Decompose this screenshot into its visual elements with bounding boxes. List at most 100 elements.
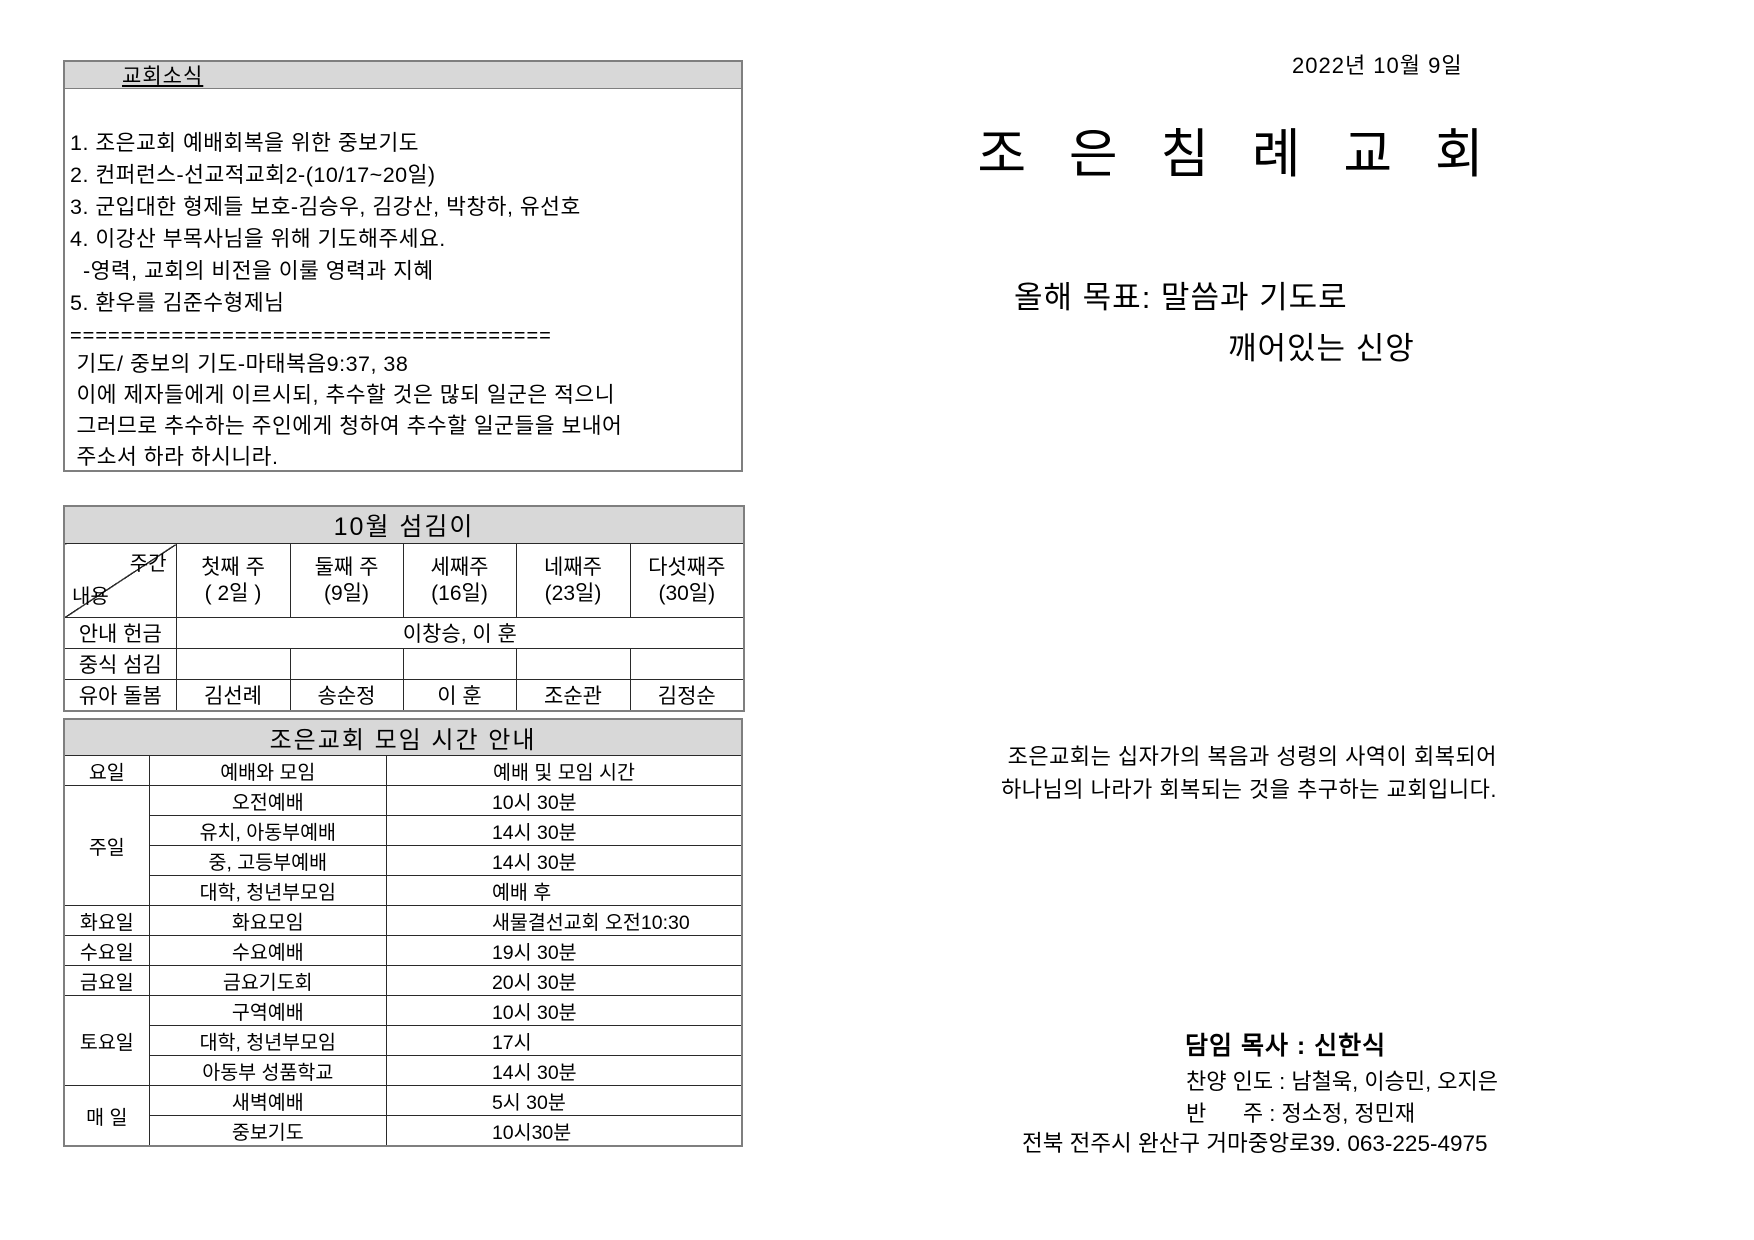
news-item: 1. 조은교회 예배회복을 위한 중보기도 (70, 131, 420, 155)
table-row: 토요일 구역예배 10시 30분 (63, 995, 743, 1086)
table-row: 대학, 청년부모임 예배 후 (64, 875, 743, 906)
week-header-name: 세째주 (430, 555, 489, 579)
prayer-line: 주소서 하라 하시니라. (70, 445, 279, 469)
news-item: 5. 환우를 김준수형제님 (70, 291, 285, 315)
prayer-line: 그러므로 추수하는 주인에게 청하여 추수할 일군들을 보내어 (70, 414, 623, 438)
table-row: 매 일 새벽예배 5시 30분 (63, 1085, 743, 1147)
table-row: 주일 오전예배 10시 30분 (63, 785, 743, 906)
meeting-cell: 대학, 청년부모임 (148, 1025, 387, 1056)
table-row: 안내 헌금 이창승, 이 훈 (63, 617, 745, 649)
mission-statement: 조은교회는 십자가의 복음과 성령의 사역이 회복되어 하나님의 나라가 회복되… (1001, 740, 1497, 806)
accompanists-line: 반 주 : 정소정, 정민재 (1186, 1101, 1416, 1126)
week-header-name: 네째주 (544, 555, 602, 579)
week-header-date: (23일) (544, 581, 602, 605)
week-header: 둘째 주 (9일) (289, 543, 404, 618)
meeting-cell: 새벽예배 (148, 1085, 387, 1116)
offering-servers: 이창승, 이 훈 (175, 617, 745, 649)
year-goal-line1: 올해 목표: 말씀과 기도로 (1014, 280, 1348, 315)
meeting-cell: 수요예배 (148, 935, 387, 966)
news-item: 3. 군입대한 형제들 보호-김승우, 김강산, 박창하, 유선호 (70, 195, 581, 219)
church-address: 전북 전주시 완산구 거마중앙로39. 063-225-4975 (1022, 1131, 1488, 1156)
meeting-cell: 대학, 청년부모임 (148, 875, 387, 906)
table-row: 유치, 아동부예배 14시 30분 (64, 815, 743, 846)
table-row: 중식 섬김 (63, 648, 745, 680)
time-cell: 17시 (385, 1025, 743, 1056)
meeting-cell: 금요기도회 (148, 965, 387, 996)
news-item: 2. 컨퍼런스-선교적교회2-(10/17~20일) (70, 163, 436, 187)
row-label: 안내 헌금 (63, 617, 177, 649)
time-cell: 14시 30분 (385, 1055, 743, 1086)
time-cell: 새물결선교회 오전10:30 (385, 905, 743, 936)
week-header-date: ( 2일 ) (204, 581, 262, 605)
separator-line: ====================================== (70, 325, 552, 347)
table-row: 금요일 금요기도회 20시 30분 (63, 965, 743, 996)
week-header: 다섯째주 (30일) (629, 543, 745, 618)
week-header-name: 첫째 주 (201, 555, 265, 579)
church-news-body: 1. 조은교회 예배회복을 위한 중보기도 2. 컨퍼런스-선교적교회2-(10… (65, 89, 741, 473)
week-header-name: 다섯째주 (648, 555, 726, 579)
meeting-cell: 구역예배 (148, 995, 387, 1026)
day-cell: 주일 (63, 785, 150, 906)
news-item: 4. 이강산 부목사님을 위해 기도해주세요. (70, 227, 446, 251)
cell (289, 648, 404, 680)
col-header-day: 요일 (63, 755, 150, 786)
senior-pastor-line: 담임 목사 : 신한식 (1185, 1032, 1387, 1060)
cell: 송순정 (289, 679, 404, 712)
table-row: 아동부 성품학교 14시 30분 (64, 1055, 743, 1086)
serving-table-title-row: 10월 섬김이 (63, 505, 745, 544)
prayer-line: 기도/ 중보의 기도-마태복음9:37, 38 (70, 352, 409, 376)
meeting-cell: 중보기도 (148, 1115, 387, 1147)
cell: 김선례 (175, 679, 291, 712)
cell (402, 648, 517, 680)
table-row: 수요일 수요예배 19시 30분 (63, 935, 743, 966)
church-news-titlebar: 교회소식 (65, 62, 741, 89)
col-header-time: 예배 및 모임 시간 (385, 755, 743, 786)
day-cell: 화요일 (63, 905, 150, 936)
day-cell: 수요일 (63, 935, 150, 966)
serving-table-header-row: 주간 내용 첫째 주 ( 2일 ) 둘째 주 (9일) 세째주 (16일) 네째… (63, 543, 745, 618)
prayer-line: 이에 제자들에게 이르시되, 추수할 것은 많되 일군은 적으니 (70, 383, 615, 407)
cell (175, 648, 291, 680)
meeting-table-title: 조은교회 모임 시간 안내 (63, 718, 743, 756)
diagonal-corner-cell: 주간 내용 (63, 543, 177, 618)
serving-table: 10월 섬김이 주간 내용 첫째 주 ( 2일 ) 둘째 주 (9일) 세째주 … (63, 505, 746, 712)
meeting-cell: 오전예배 (148, 785, 387, 816)
church-news-title: 교회소식 (122, 65, 204, 88)
day-cell: 매 일 (63, 1085, 150, 1147)
cell: 조순관 (515, 679, 631, 712)
praise-leaders-line: 찬양 인도 : 남철욱, 이승민, 오지은 (1186, 1069, 1499, 1094)
meeting-cell: 아동부 성품학교 (148, 1055, 387, 1086)
week-header-date: (9일) (324, 581, 369, 605)
mission-line: 조은교회는 십자가의 복음과 성령의 사역이 회복되어 (1001, 744, 1497, 769)
church-news-box: 교회소식 1. 조은교회 예배회복을 위한 중보기도 2. 컨퍼런스-선교적교회… (63, 60, 743, 472)
meeting-cell: 유치, 아동부예배 (148, 815, 387, 846)
col-header-meeting: 예배와 모임 (148, 755, 387, 786)
cell (515, 648, 631, 680)
time-cell: 5시 30분 (385, 1085, 743, 1116)
cell (629, 648, 745, 680)
table-row: 대학, 청년부모임 17시 (64, 1025, 743, 1056)
week-header-date: (30일) (658, 581, 716, 605)
week-header-name: 둘째 주 (314, 555, 379, 579)
meeting-table-header-row: 요일 예배와 모임 예배 및 모임 시간 (63, 755, 743, 786)
corner-content-label: 내용 (72, 586, 109, 608)
meeting-cell: 중, 고등부예배 (148, 845, 387, 876)
news-item: -영력, 교회의 비전을 이룰 영력과 지혜 (70, 259, 434, 283)
serving-table-title: 10월 섬김이 (63, 505, 745, 544)
year-goal-line2: 깨어있는 신앙 (1228, 331, 1415, 366)
cell: 김정순 (629, 679, 745, 712)
bulletin-date: 2022년 10월 9일 (1292, 53, 1463, 78)
time-cell: 예배 후 (385, 875, 743, 906)
mission-line: 하나님의 나라가 회복되는 것을 추구하는 교회입니다. (1001, 777, 1497, 802)
day-cell: 토요일 (63, 995, 150, 1086)
time-cell: 19시 30분 (385, 935, 743, 966)
week-header-date: (16일) (431, 581, 488, 605)
cell: 이 훈 (402, 679, 517, 712)
meeting-cell: 화요모임 (148, 905, 387, 936)
row-label: 유아 돌봄 (63, 679, 177, 712)
week-header: 세째주 (16일) (402, 543, 517, 618)
meeting-table-title-row: 조은교회 모임 시간 안내 (63, 718, 743, 756)
church-name-title: 조 은 침 례 교 회 (977, 125, 1498, 184)
time-cell: 20시 30분 (385, 965, 743, 996)
